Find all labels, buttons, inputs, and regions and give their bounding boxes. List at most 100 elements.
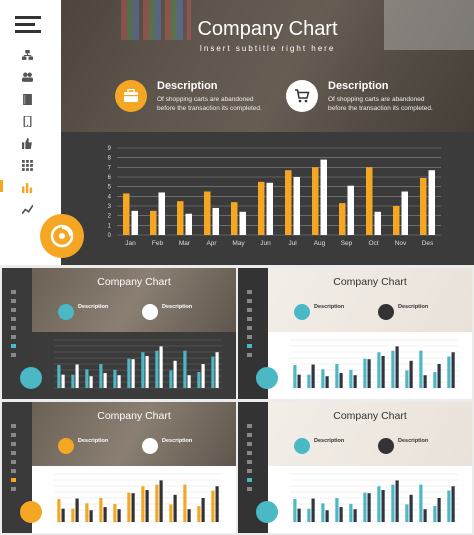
y-tick-label: 1 xyxy=(108,223,112,229)
cart-icon xyxy=(295,89,310,103)
thumb-bar xyxy=(395,480,399,522)
thumb-card2-icon xyxy=(378,438,394,454)
thumb-card2-title: Description xyxy=(398,304,429,310)
thumb-cd-badge-icon xyxy=(20,367,42,389)
line-chart-icon[interactable] xyxy=(21,202,34,220)
y-tick-label: 9 xyxy=(108,146,112,152)
thumb-bar xyxy=(169,504,173,522)
thumb-bar xyxy=(381,490,385,522)
thumb-bar xyxy=(99,498,103,522)
thumb-nav-icon xyxy=(247,460,252,464)
thumb-bar xyxy=(85,369,89,388)
thumb-nav-icon xyxy=(11,353,16,357)
thumb-bar xyxy=(437,364,441,388)
thumb-hero xyxy=(268,402,472,466)
thumb-nav-icon xyxy=(11,433,16,437)
thumb-bar xyxy=(363,358,367,388)
x-tick-label: Nov xyxy=(395,240,407,247)
bar-series2 xyxy=(428,170,435,235)
x-tick-label: Aug xyxy=(314,240,326,247)
bar-series2 xyxy=(374,211,381,235)
thumb-nav-icon xyxy=(247,299,252,303)
bar-series2 xyxy=(266,182,273,235)
thumb-card1-title: Description xyxy=(314,438,345,444)
thumbnail-slide-2[interactable]: Company Chart Description Description xyxy=(238,268,472,399)
card1-title: Description xyxy=(157,80,218,92)
thumbnail-slide-4[interactable]: Company Chart Description Description xyxy=(238,402,472,533)
main-slide[interactable]: Company Chart Insert subtitle right here… xyxy=(0,0,474,265)
y-tick-label: 7 xyxy=(108,165,112,171)
card1-text-line2: before the transaction its completed. xyxy=(157,104,262,112)
bar-series2 xyxy=(212,207,219,235)
thumb-bar xyxy=(215,486,219,522)
thumb-card1-title: Description xyxy=(78,438,109,444)
bar-series1 xyxy=(285,170,292,235)
thumb-bar xyxy=(145,490,149,522)
thumb-nav-icon xyxy=(11,424,16,428)
thumb-nav-icon xyxy=(247,308,252,312)
thumb-bar xyxy=(103,373,107,388)
thumb-card1-icon xyxy=(294,304,310,320)
thumb-bar xyxy=(197,506,201,522)
thumb-nav-icon xyxy=(11,290,16,294)
bar-series1 xyxy=(366,167,373,235)
thumb-nav-icon xyxy=(11,469,16,473)
thumb-bar-chart xyxy=(54,473,222,523)
nav-active-indicator xyxy=(0,180,3,192)
thumb-bar xyxy=(311,498,315,522)
thumb-card1-icon xyxy=(58,438,74,454)
bar-series1 xyxy=(393,206,400,235)
x-tick-label: Jun xyxy=(260,240,271,247)
bar-series2 xyxy=(320,159,327,235)
thumb-nav-icon xyxy=(247,487,252,491)
bar-series1 xyxy=(150,210,157,235)
bar-series2 xyxy=(293,177,300,235)
bar-series2 xyxy=(158,192,165,235)
thumb-bar xyxy=(211,490,215,522)
card1-icon-circle xyxy=(115,80,147,112)
thumb-title: Company Chart xyxy=(97,410,171,422)
bar-chart: 0 1 2 3 4 5 6 7 8 9 Jan Feb Mar Apr May Jun Jul Aug Sep Oct… xyxy=(108,146,441,247)
cd-badge-icon[interactable] xyxy=(40,214,84,258)
thumb-bar xyxy=(183,350,187,388)
phone-icon[interactable] xyxy=(22,114,33,132)
thumb-bar xyxy=(89,376,93,388)
book-icon[interactable] xyxy=(22,92,33,110)
bar-chart-icon[interactable] xyxy=(22,180,33,198)
thumb-bar xyxy=(405,370,409,388)
hierarchy-icon[interactable] xyxy=(22,48,33,66)
thumb-title: Company Chart xyxy=(97,276,171,288)
thumbs-up-icon[interactable] xyxy=(22,136,33,154)
thumb-title: Company Chart xyxy=(333,410,407,422)
thumb-nav-icon xyxy=(247,478,252,482)
main-sidebar xyxy=(0,0,84,265)
thumb-bar xyxy=(127,492,131,522)
thumb-nav-icon xyxy=(11,335,16,339)
thumb-card1-icon xyxy=(58,304,74,320)
thumb-bar xyxy=(433,372,437,388)
thumb-bar xyxy=(423,375,427,388)
menu-icon[interactable] xyxy=(15,16,41,33)
x-tick-label: Des xyxy=(422,240,434,247)
thumb-bar xyxy=(377,352,381,388)
thumb-nav-icon xyxy=(247,326,252,330)
users-icon[interactable] xyxy=(22,70,33,88)
thumbnail-slide-3[interactable]: Company Chart Description Description xyxy=(2,402,236,533)
grid-icon[interactable] xyxy=(22,158,33,176)
thumbnail-slide-1[interactable]: Company Chart Description Description xyxy=(2,268,236,399)
thumb-card2-title: Description xyxy=(398,438,429,444)
thumb-bar xyxy=(169,370,173,388)
thumb-nav-icon xyxy=(11,451,16,455)
thumb-bar xyxy=(391,484,395,522)
thumb-bar xyxy=(335,498,339,522)
main-hero: Company Chart Insert subtitle right here… xyxy=(61,0,474,132)
thumb-bar xyxy=(409,494,413,522)
thumb-card1-title: Description xyxy=(314,304,345,310)
y-tick-label: 8 xyxy=(108,156,112,162)
thumb-bar xyxy=(451,352,455,388)
thumb-nav-icon xyxy=(247,442,252,446)
thumb-hero xyxy=(268,268,472,332)
card2-text: Of shopping carts are abandoned before t… xyxy=(328,96,458,114)
thumb-bar xyxy=(183,484,187,522)
thumb-bar xyxy=(159,346,163,388)
